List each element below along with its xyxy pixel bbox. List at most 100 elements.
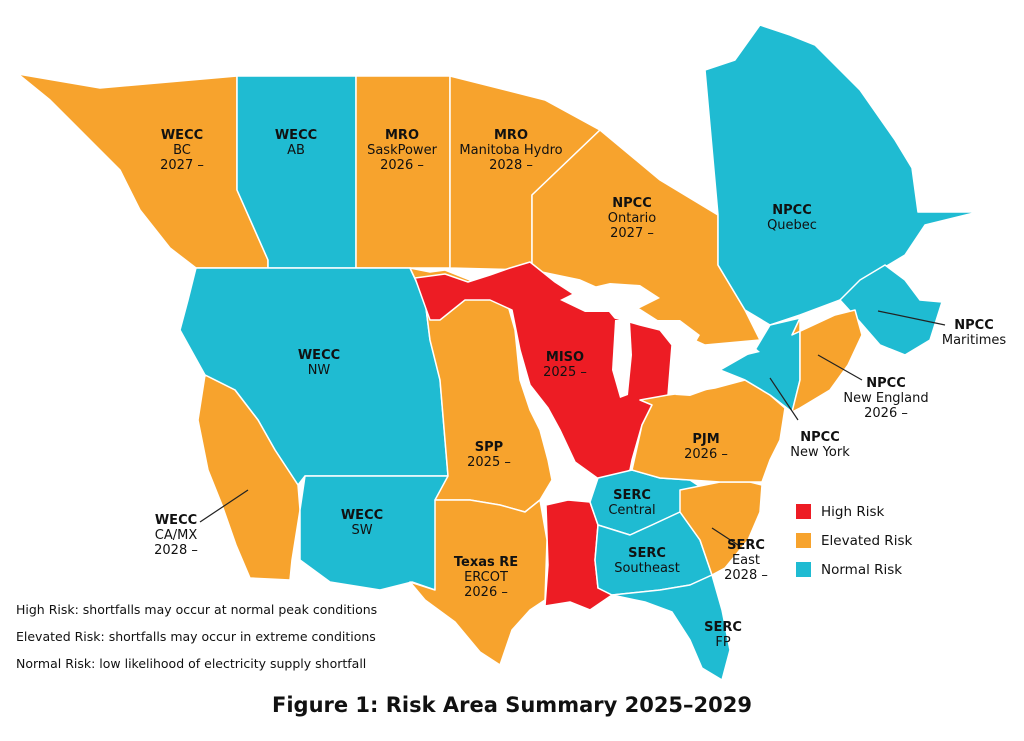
region-entity: Texas RE: [453, 555, 519, 570]
region-year: 2028 –: [489, 158, 533, 173]
legend-label: Normal Risk: [821, 561, 903, 578]
region-entity: NPCC: [772, 203, 812, 218]
region-shape-wecc-bc: [17, 73, 269, 269]
legend-item-normal: Normal Risk: [796, 555, 912, 584]
region-entity: SPP: [474, 440, 504, 455]
region-label-spp: SPP 2025 –: [467, 440, 511, 470]
region-area: East: [731, 553, 761, 568]
region-entity: NPCC: [800, 430, 840, 445]
region-year: 2026 –: [464, 585, 508, 600]
region-area: Central: [608, 503, 656, 518]
region-shape-ercot: [409, 499, 548, 666]
region-label-pjm: PJM 2026 –: [684, 432, 728, 462]
region-label-npcc-ontario: NPCC Ontario 2027 –: [608, 196, 656, 241]
lake-michigan: [612, 320, 632, 398]
region-entity: NPCC: [954, 318, 994, 333]
legend-label: High Risk: [821, 503, 885, 520]
region-entity: PJM: [692, 432, 720, 447]
region-area: Southeast: [614, 561, 680, 576]
region-label-serc-central: SERC Central: [608, 488, 655, 518]
region-year: 2026 –: [380, 158, 424, 173]
lake-ontario: [728, 345, 760, 358]
region-area: ERCOT: [464, 570, 508, 585]
callout-line-newyork: [769, 377, 799, 421]
region-area: Ontario: [607, 211, 657, 226]
region-entity: WECC: [154, 513, 198, 528]
region-area: AB: [287, 143, 305, 158]
legend: High Risk Elevated Risk Normal Risk: [796, 497, 912, 584]
region-label-npcc-newengland: NPCC New England 2026 –: [843, 376, 928, 421]
region-entity: SERC: [628, 546, 666, 561]
region-label-mro-manitoba: MRO Manitoba Hydro 2028 –: [459, 128, 562, 173]
region-year: 2027 –: [160, 158, 204, 173]
callout-line-newengland: [817, 354, 863, 381]
region-label-npcc-maritimes: NPCC Maritimes: [942, 318, 1006, 348]
region-shape-wecc-ca: [197, 374, 301, 581]
region-area: Maritimes: [941, 333, 1007, 348]
region-shape-npcc-quebec: [704, 24, 979, 326]
region-entity: MISO: [545, 350, 585, 365]
region-entity: WECC: [340, 508, 384, 523]
region-area: 2025 –: [543, 365, 587, 380]
region-entity: NPCC: [612, 196, 652, 211]
region-label-ercot: Texas RE ERCOT 2026 –: [454, 555, 518, 600]
region-year: 2027 –: [610, 226, 654, 241]
region-label-serc-east: SERC East 2028 –: [724, 538, 768, 583]
region-label-wecc-ca: WECC CA/MX 2028 –: [154, 513, 198, 558]
region-label-miso: MISO 2025 –: [543, 350, 587, 380]
region-year: 2026 –: [864, 406, 908, 421]
note-elevated: Elevated Risk: shortfalls may occur in e…: [16, 629, 376, 644]
region-entity: SERC: [613, 488, 651, 503]
note-high: High Risk: shortfalls may occur at norma…: [16, 602, 378, 617]
region-area: New York: [790, 445, 850, 460]
region-entity: MRO: [384, 128, 419, 143]
region-area: SW: [351, 523, 373, 538]
region-label-npcc-quebec: NPCC Quebec: [767, 203, 817, 233]
region-label-serc-southeast: SERC Southeast: [614, 546, 680, 576]
region-area: Quebec: [767, 218, 817, 233]
region-shape-serc-fp: [611, 574, 731, 681]
region-label-mro-saskpower: MRO SaskPower 2026 –: [367, 128, 437, 173]
region-area: SaskPower: [367, 143, 437, 158]
lake-erie: [675, 374, 728, 396]
region-area: 2026 –: [684, 447, 728, 462]
region-entity: SERC: [704, 620, 742, 635]
region-label-wecc-nw: WECC NW: [298, 348, 340, 378]
region-entity: SERC: [727, 538, 765, 553]
region-entity: WECC: [274, 128, 318, 143]
region-shape-npcc-maritimes: [839, 264, 943, 356]
legend-swatch: [796, 562, 811, 577]
legend-swatch: [796, 533, 811, 548]
region-label-npcc-newyork: NPCC New York: [790, 430, 850, 460]
legend-label: Elevated Risk: [821, 532, 913, 549]
callout-line-serc-east: [711, 527, 739, 546]
region-label-wecc-sw: WECC SW: [341, 508, 383, 538]
note-normal: Normal Risk: low likelihood of electrici…: [16, 656, 367, 671]
region-area: Manitoba Hydro: [459, 143, 563, 158]
lake-superior: [560, 283, 660, 312]
region-area: 2025 –: [467, 455, 511, 470]
region-label-serc-fp: SERC FP: [704, 620, 742, 650]
region-area: New England: [843, 391, 929, 406]
region-year: 2028 –: [724, 568, 768, 583]
lake-huron: [650, 320, 700, 352]
callout-line-maritimes: [877, 310, 946, 326]
region-label-wecc-ab: WECC AB: [275, 128, 317, 158]
region-label-wecc-bc: WECC BC 2027 –: [160, 128, 204, 173]
legend-swatch: [796, 504, 811, 519]
legend-item-elevated: Elevated Risk: [796, 526, 912, 555]
region-shape-npcc-newengland: [791, 309, 863, 413]
region-area: NW: [307, 363, 331, 378]
risk-definitions: High Risk: shortfalls may occur at norma…: [16, 600, 377, 681]
region-entity: WECC: [297, 348, 341, 363]
region-entity: WECC: [160, 128, 204, 143]
region-area: BC: [173, 143, 191, 158]
region-entity: NPCC: [866, 376, 906, 391]
region-area: CA/MX: [154, 528, 198, 543]
region-entity: MRO: [493, 128, 528, 143]
figure-caption: Figure 1: Risk Area Summary 2025–2029: [272, 693, 752, 717]
region-year: 2028 –: [154, 543, 198, 558]
callout-line-ca: [199, 489, 249, 523]
region-area: FP: [715, 635, 731, 650]
